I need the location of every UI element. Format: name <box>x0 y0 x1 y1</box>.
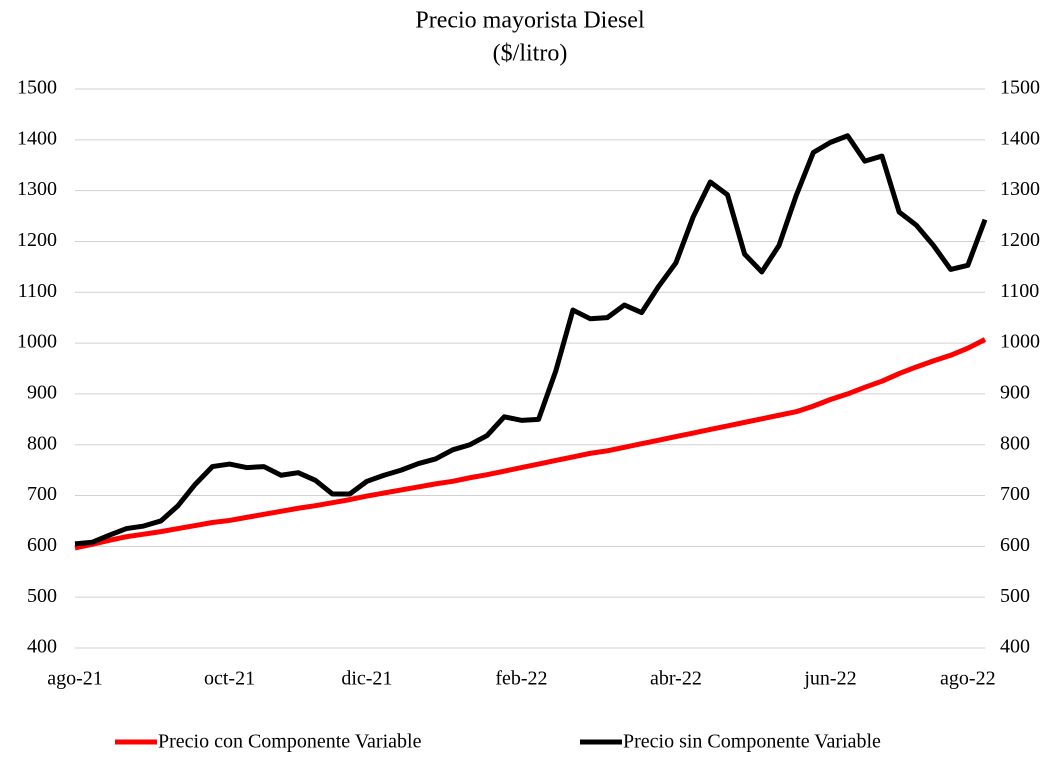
y-tick-label: 1000 <box>17 331 57 353</box>
y2-tick-label: 500 <box>1000 585 1030 607</box>
y-tick-label: 500 <box>27 585 57 607</box>
legend-label: Precio con Componente Variable <box>158 731 422 753</box>
y2-tick-label: 900 <box>1000 382 1030 404</box>
y2-tick-label: 700 <box>1000 483 1030 505</box>
y-tick-label: 1100 <box>18 280 57 302</box>
y-tick-label: 1300 <box>17 178 57 200</box>
x-tick-label: abr-22 <box>650 668 702 690</box>
y2-tick-label: 1200 <box>1000 229 1040 251</box>
y2-tick-label: 1500 <box>1000 77 1040 99</box>
y-tick-label: 600 <box>27 534 57 556</box>
y2-tick-label: 1300 <box>1000 178 1040 200</box>
y-tick-label: 900 <box>27 382 57 404</box>
y2-tick-label: 1400 <box>1000 127 1040 149</box>
x-tick-label: dic-21 <box>341 668 392 690</box>
y2-tick-label: 1000 <box>1000 331 1040 353</box>
y-tick-label: 800 <box>27 432 57 454</box>
y-tick-label: 1400 <box>17 127 57 149</box>
x-tick-label: ago-22 <box>940 668 996 690</box>
series-line <box>74 337 987 551</box>
x-tick-label: jun-22 <box>803 668 856 690</box>
y2-tick-label: 800 <box>1000 432 1030 454</box>
y-tick-label: 700 <box>27 483 57 505</box>
legend-label: Precio sin Componente Variable <box>623 731 881 753</box>
y-tick-label: 1500 <box>17 77 57 99</box>
x-tick-label: ago-21 <box>47 668 103 690</box>
y-tick-label: 400 <box>27 636 57 658</box>
x-tick-label: oct-21 <box>204 668 255 690</box>
y2-tick-label: 600 <box>1000 534 1030 556</box>
y2-tick-label: 1100 <box>1000 280 1039 302</box>
chart-title: Precio mayorista Diesel <box>415 8 645 34</box>
y2-tick-label: 400 <box>1000 636 1030 658</box>
x-tick-label: feb-22 <box>495 668 547 690</box>
y-tick-label: 1200 <box>17 229 57 251</box>
chart-subtitle: ($/litro) <box>493 41 568 67</box>
series-line <box>74 133 988 547</box>
